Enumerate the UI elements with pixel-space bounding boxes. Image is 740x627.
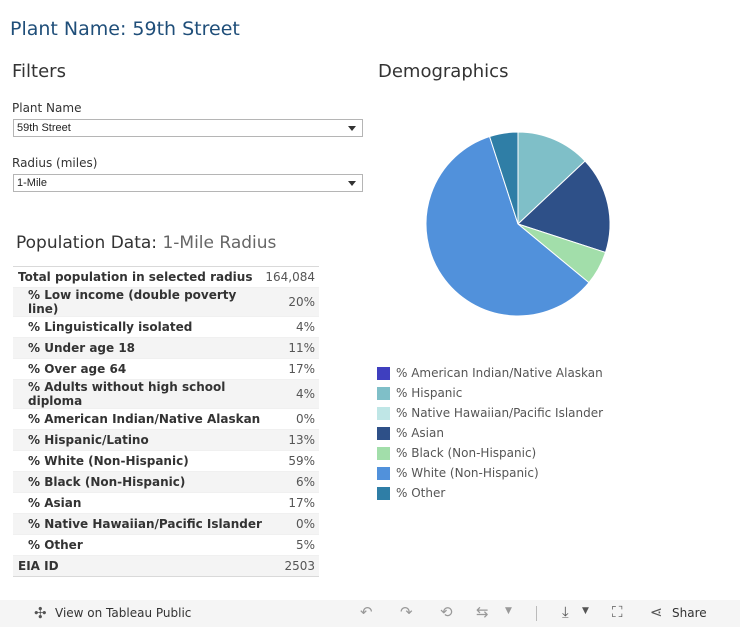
row-label: % Black (Non-Hispanic): [13, 471, 266, 493]
row-value: 0%: [295, 412, 315, 426]
legend-label: % Hispanic: [396, 386, 463, 400]
tableau-logo-icon: ✣: [34, 604, 47, 622]
table-row: % Asian 17%: [13, 493, 319, 514]
table-row: EIA ID 2503: [13, 555, 319, 577]
table-row: % Under age 18 11%: [13, 337, 319, 359]
pie-legend: % American Indian/Native Alaskan % Hispan…: [377, 363, 603, 503]
legend-label: % Native Hawaiian/Pacific Islander: [396, 406, 604, 420]
chevron-down-icon[interactable]: ▼: [582, 606, 589, 616]
row-value: 59%: [288, 454, 315, 468]
undo-icon[interactable]: ↶: [360, 603, 373, 621]
legend-swatch: [377, 486, 390, 500]
row-value: 2503: [265, 555, 319, 577]
row-label: % Over age 64: [28, 362, 127, 376]
table-row: Total population in selected radius 164,0…: [13, 266, 319, 288]
table-row: % Low income (double poverty line) 20%: [13, 287, 319, 317]
toolbar-divider: [536, 606, 537, 621]
chevron-down-icon[interactable]: ▼: [505, 606, 512, 616]
page-title: Plant Name: 59th Street: [10, 18, 240, 40]
row-label: % Adults without high school diploma: [13, 379, 266, 409]
row-value: 5%: [295, 538, 315, 552]
row-value: 20%: [265, 287, 319, 317]
legend-label: % Black (Non-Hispanic): [396, 446, 537, 460]
pie-slice[interactable]: [517, 160, 611, 254]
row-label: EIA ID: [13, 555, 266, 577]
pie-slice[interactable]: [425, 135, 590, 317]
dropdown-arrow-icon: [348, 181, 356, 186]
legend-label: % White (Non-Hispanic): [396, 466, 539, 480]
footer-toolbar: ✣ View on Tableau Public ↶ ↷ ⟲ ⇆ ▼ ⤓ ▼ ⛶…: [0, 600, 740, 627]
legend-swatch: [377, 466, 390, 480]
row-label: Total population in selected radius: [18, 270, 253, 284]
legend-swatch: [377, 386, 390, 400]
refresh-icon[interactable]: ⇆: [476, 603, 489, 621]
legend-label: % American Indian/Native Alaskan: [396, 366, 603, 380]
revert-icon[interactable]: ⟲: [440, 603, 453, 621]
row-value: 11%: [265, 337, 319, 359]
share-button[interactable]: Share: [672, 606, 707, 620]
row-value: 164,084: [265, 270, 315, 284]
row-label: % Asian: [28, 496, 82, 510]
legend-item: % Hispanic: [377, 383, 603, 403]
row-label: % White (Non-Hispanic): [28, 454, 189, 468]
legend-swatch: [377, 406, 390, 420]
legend-label: % Asian: [396, 426, 444, 440]
row-label: % Native Hawaiian/Pacific Islander: [13, 513, 266, 535]
row-value: 4%: [295, 320, 315, 334]
row-value: 6%: [265, 471, 319, 493]
view-on-tableau-public-link[interactable]: View on Tableau Public: [55, 606, 192, 620]
plant-name-value: 59th Street: [17, 122, 71, 134]
legend-item: % Black (Non-Hispanic): [377, 443, 603, 463]
table-row: % Adults without high school diploma 4%: [13, 379, 319, 409]
share-icon[interactable]: ⋖: [650, 603, 663, 621]
pie-slice[interactable]: [517, 131, 586, 226]
redo-icon[interactable]: ↷: [400, 603, 413, 621]
table-row: % Native Hawaiian/Pacific Islander 0%: [13, 513, 319, 535]
table-row: % Linguistically isolated 4%: [13, 317, 319, 338]
row-label: % Low income (double poverty line): [13, 287, 266, 317]
row-label: % Under age 18: [13, 337, 266, 359]
legend-label: % Other: [396, 486, 446, 500]
table-row: % American Indian/Native Alaskan 0%: [13, 409, 319, 430]
plant-name-select[interactable]: 59th Street: [13, 119, 363, 137]
population-heading-radius: 1-Mile Radius: [162, 233, 277, 253]
population-heading-main: Population Data:: [16, 233, 158, 253]
dropdown-arrow-icon: [348, 126, 356, 131]
legend-swatch: [377, 446, 390, 460]
radius-value: 1-Mile: [17, 177, 47, 189]
legend-item: % White (Non-Hispanic): [377, 463, 603, 483]
demographics-pie-chart: [425, 131, 611, 317]
legend-item: % American Indian/Native Alaskan: [377, 363, 603, 383]
row-label: % American Indian/Native Alaskan: [28, 412, 261, 426]
legend-item: % Other: [377, 483, 603, 503]
legend-item: % Native Hawaiian/Pacific Islander: [377, 403, 603, 423]
row-label: % Hispanic/Latino: [13, 429, 266, 451]
legend-swatch: [377, 426, 390, 440]
demographics-heading: Demographics: [378, 61, 509, 82]
radius-label: Radius (miles): [12, 156, 98, 170]
row-label: % Linguistically isolated: [28, 320, 193, 334]
legend-swatch: [377, 366, 390, 380]
row-value: 4%: [265, 379, 319, 409]
row-label: % Other: [28, 538, 83, 552]
download-icon[interactable]: ⤓: [562, 603, 569, 621]
row-value: 13%: [265, 429, 319, 451]
table-row: % Other 5%: [13, 535, 319, 556]
table-row: % Black (Non-Hispanic) 6%: [13, 471, 319, 493]
population-heading: Population Data: 1-Mile Radius: [16, 233, 276, 253]
table-row: % Over age 64 17%: [13, 359, 319, 380]
population-table: Total population in selected radius 164,0…: [13, 266, 319, 577]
row-value: 17%: [288, 496, 315, 510]
row-value: 17%: [288, 362, 315, 376]
table-row: % White (Non-Hispanic) 59%: [13, 451, 319, 472]
radius-select[interactable]: 1-Mile: [13, 174, 363, 192]
row-value: 0%: [265, 513, 319, 535]
table-row: % Hispanic/Latino 13%: [13, 429, 319, 451]
plant-name-label: Plant Name: [12, 101, 82, 115]
pie-slice[interactable]: [488, 131, 519, 225]
fullscreen-icon[interactable]: ⛶: [612, 603, 623, 621]
filters-heading: Filters: [12, 61, 66, 82]
legend-item: % Asian: [377, 423, 603, 443]
